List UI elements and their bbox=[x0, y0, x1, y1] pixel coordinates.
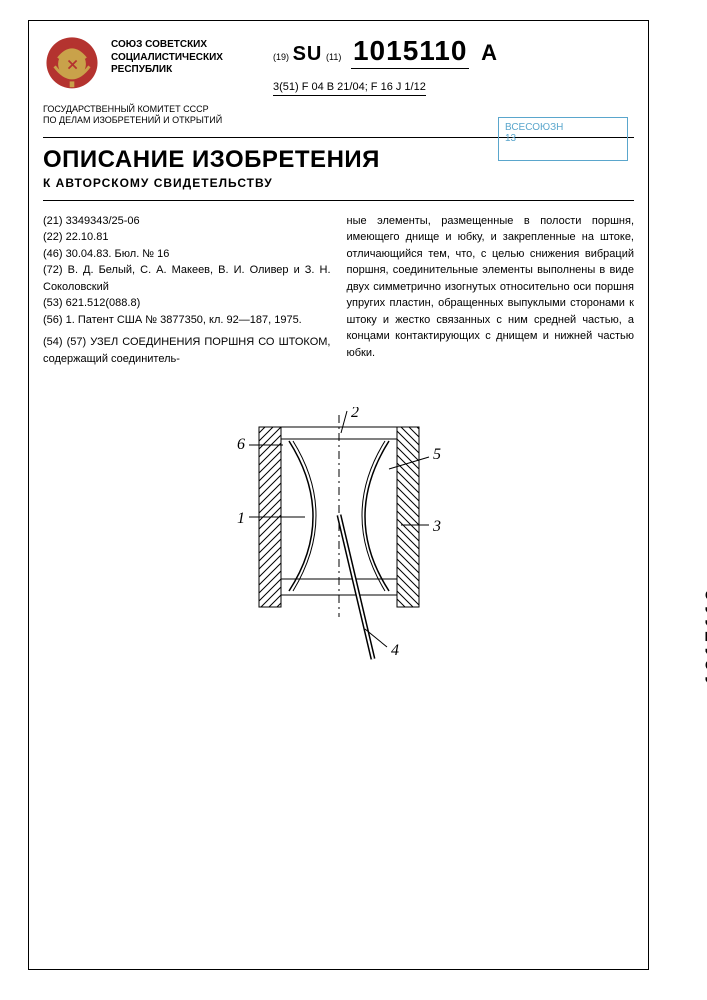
field-22: (22) 22.10.81 bbox=[43, 229, 331, 246]
abstract-text: ные элементы, размещенные в полости порш… bbox=[347, 213, 635, 362]
fig-label-3: 3 bbox=[432, 518, 441, 535]
state-emblem bbox=[43, 35, 101, 93]
doc-subtitle: К АВТОРСКОМУ СВИДЕТЕЛЬСТВУ bbox=[43, 176, 634, 190]
fig-label-1: 1 bbox=[237, 510, 245, 527]
field-56: (56) 1. Патент США № 3877350, кл. 92—187… bbox=[43, 312, 331, 329]
fig-label-5: 5 bbox=[433, 446, 441, 463]
biblio-abstract: (21) 3349343/25-06 (22) 22.10.81 (46) 30… bbox=[43, 213, 634, 368]
fig-label-2: 2 bbox=[351, 407, 359, 421]
field-21: (21) 3349343/25-06 bbox=[43, 213, 331, 230]
field-72: (72) В. Д. Белый, С. А. Макеев, В. И. Ол… bbox=[43, 262, 331, 295]
fig-label-6: 6 bbox=[237, 436, 245, 453]
publication-number: (19) SU (11) 1015110 А bbox=[273, 35, 634, 67]
left-column: (21) 3349343/25-06 (22) 22.10.81 (46) 30… bbox=[43, 213, 331, 368]
side-publication-code: (19) SU (11) 1015110 А bbox=[701, 560, 707, 771]
union-text: СОЮЗ СОВЕТСКИХ СОЦИАЛИСТИЧЕСКИХ РЕСПУБЛИ… bbox=[111, 39, 223, 77]
field-54-57: (54) (57) УЗЕЛ СОЕДИНЕНИЯ ПОРШНЯ СО ШТОК… bbox=[43, 334, 331, 367]
classification: 3(51) F 04 B 21/04; F 16 J 1/12 bbox=[273, 81, 426, 96]
library-stamp: ВСЕСОЮЗН 13 bbox=[498, 117, 628, 161]
figure: 1 2 3 4 5 6 bbox=[43, 407, 634, 667]
field-53: (53) 621.512(088.8) bbox=[43, 295, 331, 312]
fig-label-4: 4 bbox=[391, 642, 399, 659]
divider bbox=[43, 200, 634, 201]
field-46: (46) 30.04.83. Бюл. № 16 bbox=[43, 246, 331, 263]
right-column: ные элементы, размещенные в полости порш… bbox=[347, 213, 635, 368]
